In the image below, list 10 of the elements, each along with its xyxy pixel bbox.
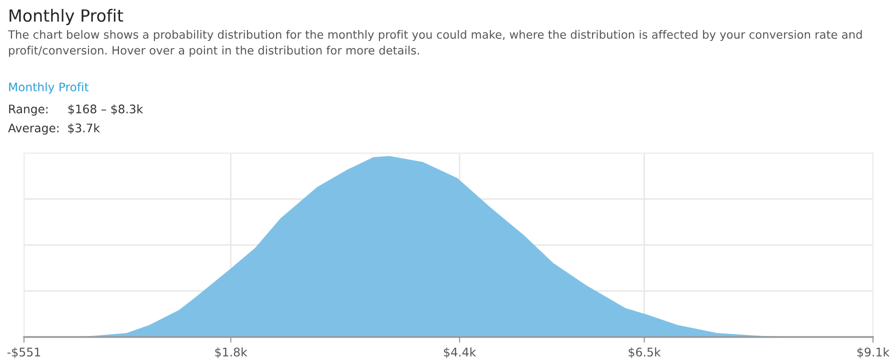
chart-subtitle: The chart below shows a probability distribution for the monthly profit you could make, where the distribution is affected by your conversion rate and profit/conversion. Hover over a point in the distribution for more details.: [8, 30, 862, 57]
x-tick-label: $6.5k: [628, 347, 661, 358]
x-tick-label: $1.8k: [215, 347, 248, 358]
text: Range: $168 – $8.3k: [9, 104, 144, 116]
chart-title: Monthly Profit: [10, 8, 124, 26]
x-tick-label: $9.1k: [857, 347, 890, 358]
text: Monthly Profit: [9, 82, 89, 94]
x-tick-label: $4.4k: [444, 347, 476, 358]
x-tick-label: -$551: [7, 347, 40, 358]
text: Average: $3.7k: [8, 123, 100, 135]
